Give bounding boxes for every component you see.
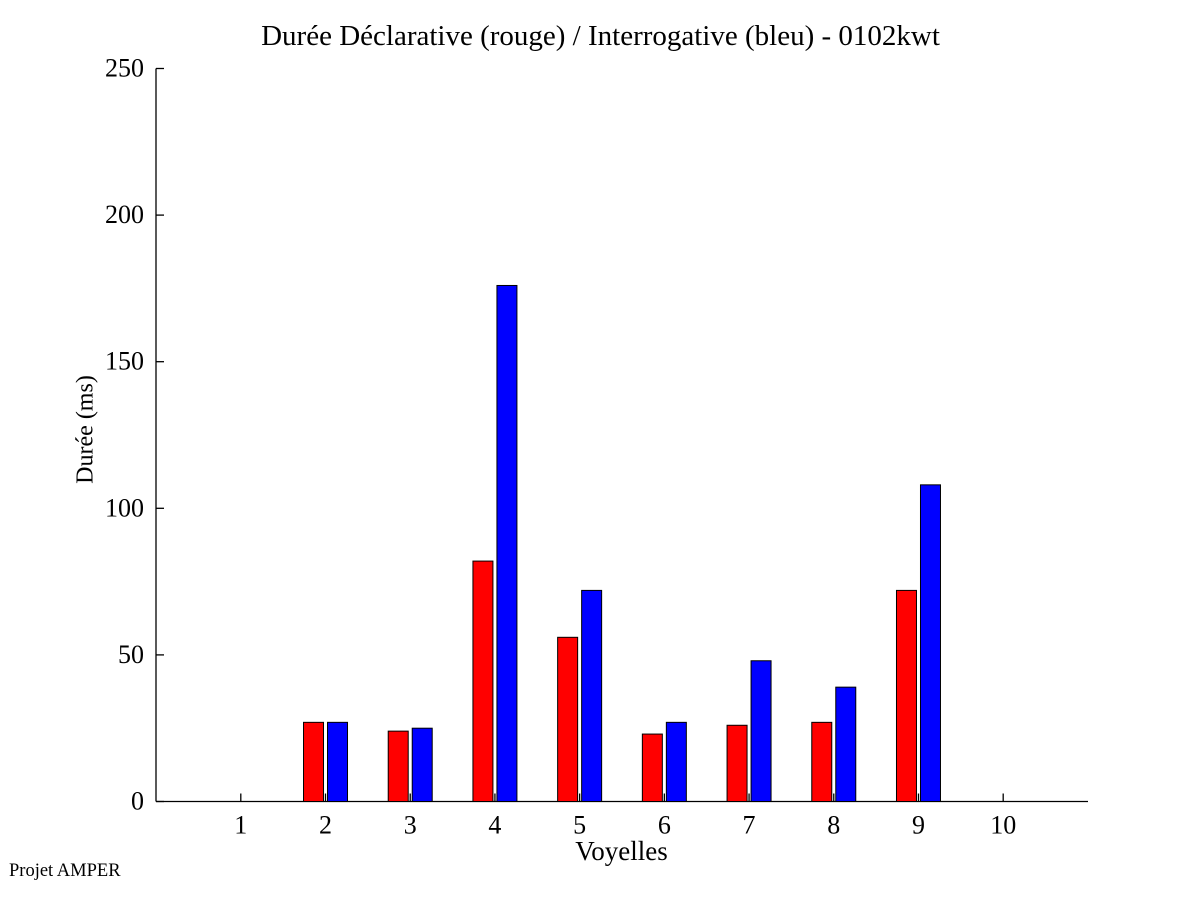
- svg-text:6: 6: [658, 811, 671, 840]
- svg-text:1: 1: [234, 811, 247, 840]
- svg-text:50: 50: [118, 640, 144, 669]
- svg-text:9: 9: [912, 811, 925, 840]
- svg-text:7: 7: [743, 811, 756, 840]
- svg-text:3: 3: [404, 811, 417, 840]
- svg-text:4: 4: [488, 811, 501, 840]
- svg-text:250: 250: [105, 54, 144, 83]
- svg-text:100: 100: [105, 493, 144, 522]
- svg-text:8: 8: [827, 811, 840, 840]
- svg-text:10: 10: [990, 811, 1016, 840]
- svg-text:200: 200: [105, 200, 144, 229]
- svg-text:5: 5: [573, 811, 586, 840]
- svg-text:150: 150: [105, 347, 144, 376]
- svg-text:2: 2: [319, 811, 332, 840]
- svg-text:0: 0: [131, 787, 144, 816]
